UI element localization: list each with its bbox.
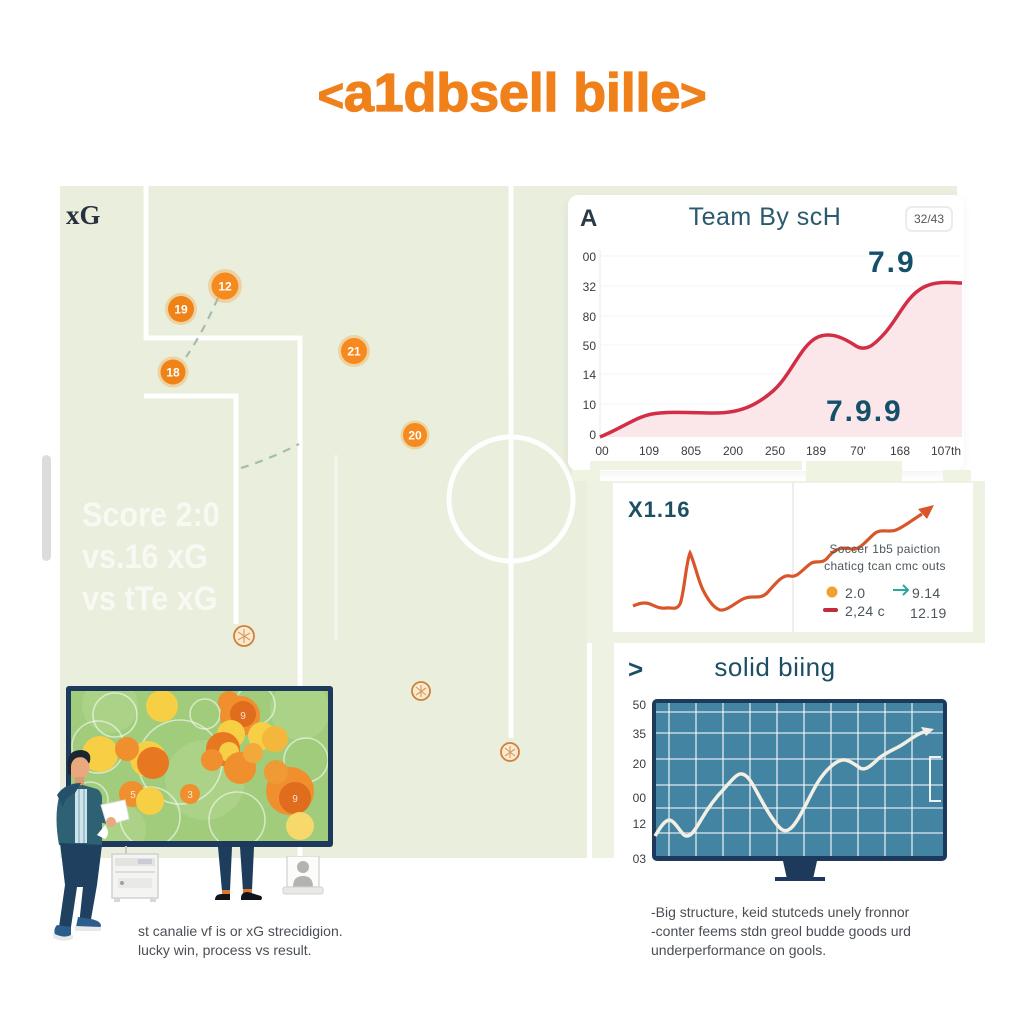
svg-text:20: 20 bbox=[408, 429, 422, 443]
svg-text:5: 5 bbox=[130, 790, 136, 801]
svg-text:9: 9 bbox=[240, 711, 246, 722]
svg-text:3: 3 bbox=[187, 790, 193, 801]
svg-text:18: 18 bbox=[166, 366, 180, 380]
svg-text:12: 12 bbox=[218, 280, 232, 294]
svg-text:19: 19 bbox=[174, 303, 188, 317]
svg-text:21: 21 bbox=[347, 345, 361, 359]
svg-text:9: 9 bbox=[292, 794, 298, 805]
